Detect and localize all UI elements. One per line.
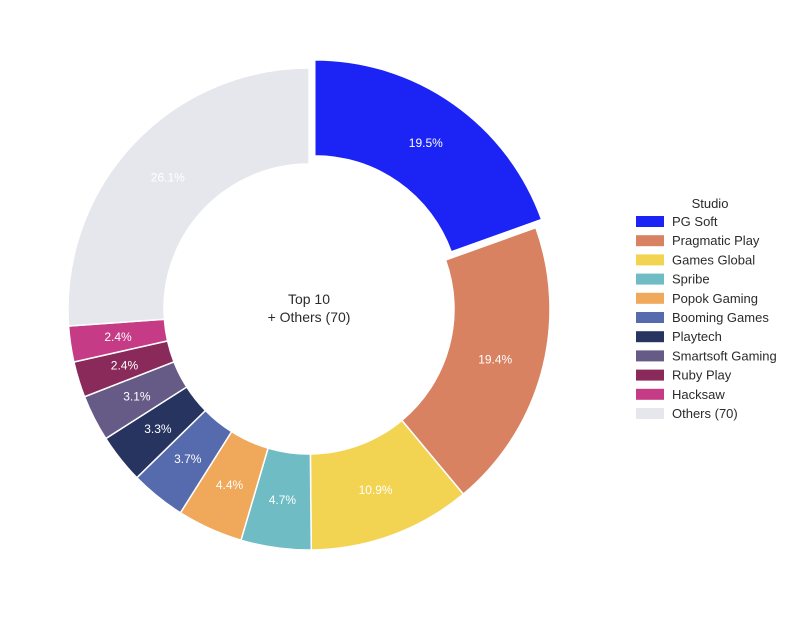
legend-swatch-ruby-play <box>636 369 664 381</box>
legend-label-booming-games: Booming Games <box>672 310 769 325</box>
legend-items: PG Soft Pragmatic Play Games Global Spribe P… <box>636 214 777 421</box>
legend-swatch-pg-soft <box>636 216 664 227</box>
center-label-line-1: Top 10 <box>288 291 330 307</box>
slice-label-pragmatic-play: 19.4% <box>478 353 512 367</box>
legend-label-games-global: Games Global <box>672 252 755 267</box>
legend-swatch-playtech <box>636 331 664 343</box>
legend-swatch-popok-gaming <box>636 292 664 304</box>
legend-swatch-hacksaw <box>636 388 664 400</box>
legend-label-popok-gaming: Popok Gaming <box>672 291 758 306</box>
legend-label-pragmatic-play: Pragmatic Play <box>672 233 760 248</box>
slice-label-smartsoft-gaming: 3.1% <box>123 389 151 403</box>
legend-swatch-games-global <box>636 254 664 266</box>
legend-swatch-spribe <box>636 273 664 285</box>
legend-label-others-70: Others (70) <box>672 406 738 421</box>
legend-title: Studio <box>692 196 729 211</box>
legend-label-pg-soft: PG Soft <box>672 214 718 229</box>
legend-swatch-pragmatic-play <box>636 235 664 247</box>
legend-swatch-others-70 <box>636 408 664 419</box>
slice-label-games-global: 10.9% <box>359 483 393 497</box>
slice-label-hacksaw: 2.4% <box>104 330 132 344</box>
slice-label-playtech: 3.3% <box>144 422 172 436</box>
slice-label-others-70: 26.1% <box>151 170 185 184</box>
legend-label-ruby-play: Ruby Play <box>672 368 732 383</box>
legend-swatch-booming-games <box>636 312 664 323</box>
slice-label-ruby-play: 2.4% <box>111 359 139 373</box>
legend-label-spribe: Spribe <box>672 272 710 287</box>
legend-swatch-smartsoft-gaming <box>636 350 664 362</box>
slice-pragmatic-play <box>400 226 551 496</box>
slice-label-popok-gaming: 4.4% <box>216 478 244 492</box>
legend: Studio PG Soft Pragmatic Play Games Global… <box>636 196 777 421</box>
legend-label-hacksaw: Hacksaw <box>672 387 725 402</box>
slice-label-pg-soft: 19.5% <box>409 136 443 150</box>
slice-others-70 <box>67 67 310 327</box>
slice-label-spribe: 4.7% <box>269 493 297 507</box>
slice-pg-soft <box>314 59 543 253</box>
slice-label-booming-games: 3.7% <box>174 452 202 466</box>
center-label-line-2: + Others (70) <box>268 309 351 325</box>
donut-slices <box>67 59 551 551</box>
slice-labels: 19.5% 19.4% 10.9% 4.7% 4.4% 3.7% 3.3% 3.1% 2.4% 2… <box>104 136 512 507</box>
legend-label-smartsoft-gaming: Smartsoft Gaming <box>672 348 777 363</box>
legend-label-playtech: Playtech <box>672 329 722 344</box>
